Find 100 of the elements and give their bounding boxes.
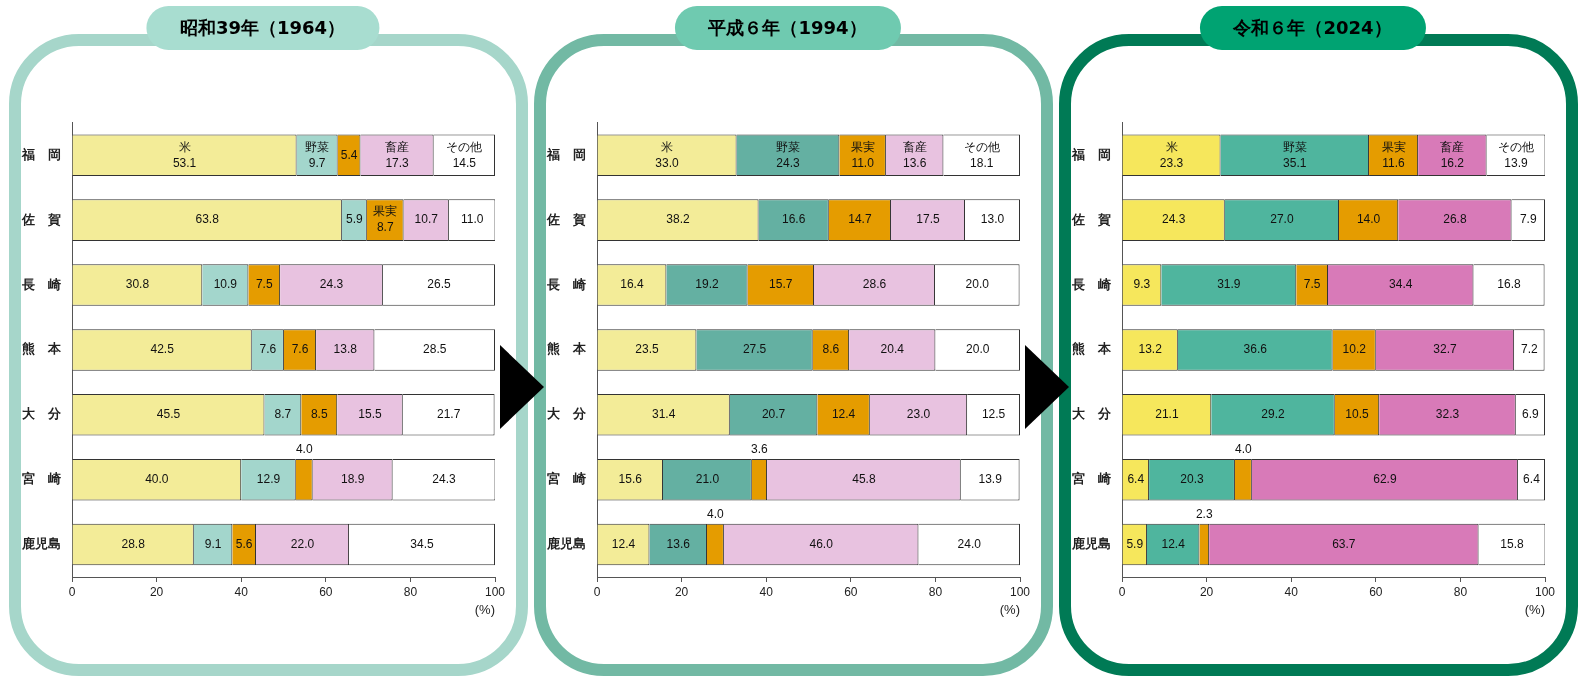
data-label: 10.2	[1342, 342, 1367, 357]
data-label: 23.0	[906, 407, 931, 422]
series-label: 畜産	[385, 139, 410, 154]
data-label: 10.7	[414, 212, 439, 227]
data-label: 9.3	[1133, 277, 1151, 292]
data-label: 28.8	[121, 536, 146, 551]
data-label: 63.7	[1332, 536, 1356, 551]
data-label: 16.8	[1497, 277, 1522, 292]
data-label: 34.5	[410, 536, 435, 551]
data-label: 21.0	[695, 471, 720, 486]
y-tick-label: 大 分	[547, 406, 587, 422]
chart-title: 平成６年（1994）	[674, 6, 901, 50]
data-label: 32.7	[1433, 342, 1457, 357]
data-label: 6.4	[1523, 471, 1541, 486]
series-label: 米	[1165, 139, 1178, 154]
data-label: 14.5	[452, 155, 477, 170]
data-label: 7.5	[255, 277, 273, 292]
series-label: 果実	[373, 204, 398, 219]
series-label: その他	[446, 139, 483, 154]
data-label: 9.1	[204, 536, 222, 551]
data-label: 12.4	[831, 407, 856, 422]
data-label: 24.3	[1161, 212, 1186, 227]
y-tick-label: 佐 賀	[546, 211, 586, 227]
data-label: 28.5	[423, 342, 447, 357]
y-tick-label: 宮 崎	[547, 471, 586, 487]
x-tick-label: 100	[484, 584, 506, 599]
x-axis-title: (%)	[999, 601, 1020, 617]
series-label: 果実	[1381, 139, 1406, 154]
data-label: 9.7	[308, 155, 326, 170]
data-label: 4.0	[295, 442, 313, 457]
data-label: 63.8	[195, 212, 220, 227]
data-label: 5.9	[346, 212, 364, 227]
data-label: 12.5	[981, 407, 1006, 422]
x-tick-label: 40	[234, 584, 249, 599]
x-tick-label: 60	[319, 584, 333, 599]
y-tick-label: 福 岡	[546, 146, 586, 162]
series-label: 米	[661, 139, 674, 154]
data-label: 62.9	[1373, 471, 1397, 486]
series-label: 野菜	[305, 139, 330, 154]
x-tick-label: 80	[1453, 584, 1468, 599]
data-label: 14.7	[848, 212, 872, 227]
data-label: 4.0	[707, 507, 725, 522]
data-label: 7.6	[291, 342, 309, 357]
y-tick-label: 宮 崎	[22, 471, 61, 487]
x-tick-label: 80	[403, 584, 418, 599]
y-tick-label: 佐 賀	[21, 211, 61, 227]
data-label: 36.6	[1243, 342, 1268, 357]
data-label: 33.0	[655, 155, 680, 170]
x-tick-label: 20	[674, 584, 689, 599]
series-label: その他	[963, 139, 1000, 154]
data-label: 42.5	[150, 342, 175, 357]
y-tick-label: 長 崎	[1071, 276, 1111, 292]
data-label: 21.7	[437, 407, 461, 422]
data-label: 13.9	[978, 471, 1003, 486]
x-tick-label: 40	[759, 584, 774, 599]
data-label: 46.0	[809, 536, 834, 551]
y-tick-label: 福 岡	[1071, 146, 1111, 162]
series-label: 畜産	[1440, 139, 1465, 154]
y-tick-label: 鹿児島	[546, 536, 586, 552]
data-label: 32.3	[1435, 407, 1460, 422]
data-label: 13.0	[980, 212, 1005, 227]
data-label: 10.5	[1345, 407, 1369, 422]
data-label: 24.0	[957, 536, 982, 551]
y-tick-label: 宮 崎	[1072, 471, 1111, 487]
data-label: 26.5	[427, 277, 451, 292]
data-label: 6.9	[1522, 407, 1540, 422]
data-label: 5.6	[235, 536, 253, 551]
data-label: 18.9	[340, 471, 365, 486]
data-label: 7.2	[1521, 342, 1539, 357]
data-label: 31.9	[1217, 277, 1241, 292]
data-label: 29.2	[1261, 407, 1286, 422]
data-label: 30.8	[125, 277, 150, 292]
data-label: 16.2	[1440, 155, 1465, 170]
data-label: 19.2	[695, 277, 719, 292]
data-label: 8.7	[274, 407, 292, 422]
x-tick-label: 80	[928, 584, 943, 599]
data-label: 31.4	[651, 407, 676, 422]
chart-title: 令和６年（2024）	[1199, 6, 1426, 50]
data-label: 7.6	[259, 342, 277, 357]
data-label: 40.0	[145, 471, 169, 486]
data-label: 13.6	[902, 155, 927, 170]
data-label: 8.6	[822, 342, 840, 357]
y-tick-label: 長 崎	[21, 276, 61, 292]
data-label: 8.5	[310, 407, 328, 422]
data-label: 15.8	[1500, 536, 1525, 551]
data-label: 11.0	[460, 212, 484, 227]
data-label: 24.3	[319, 277, 344, 292]
series-label: 米	[178, 139, 191, 154]
data-label: 12.4	[611, 536, 636, 551]
series-label: 果実	[850, 139, 875, 154]
series-label: 野菜	[1282, 139, 1307, 154]
data-label: 45.8	[852, 471, 876, 486]
data-label: 6.4	[1127, 471, 1145, 486]
data-label: 17.5	[916, 212, 940, 227]
data-label: 8.7	[376, 220, 394, 235]
x-tick-label: 20	[149, 584, 164, 599]
data-label: 21.1	[1155, 407, 1179, 422]
series-label: その他	[1498, 139, 1535, 154]
x-tick-label: 100	[1534, 584, 1556, 599]
data-label: 22.0	[290, 536, 315, 551]
